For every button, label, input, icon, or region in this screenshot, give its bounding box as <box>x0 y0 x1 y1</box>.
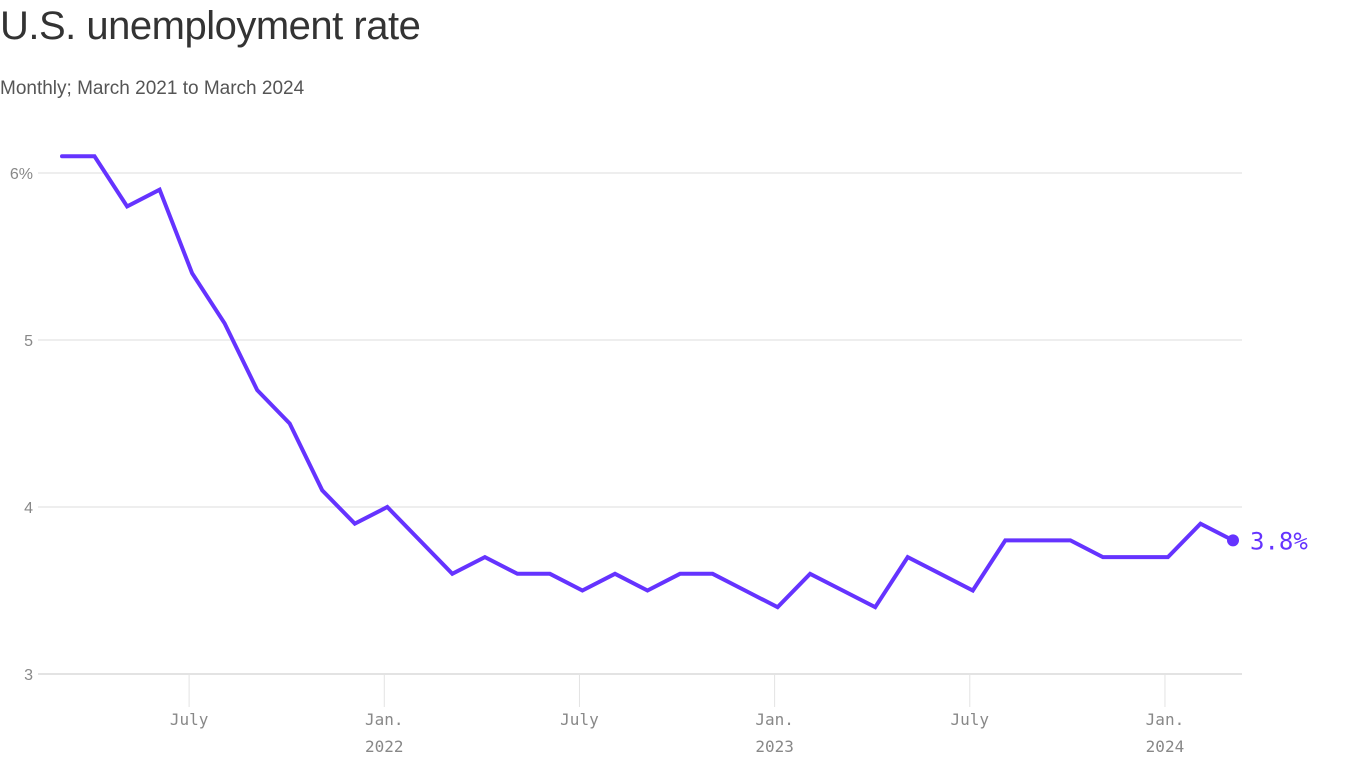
x-axis: July Jan. 2022 July Jan. 2023 July Jan. 2024 <box>170 675 1184 756</box>
x-tick-label: Jan. <box>365 710 404 729</box>
y-tick-label: 3 <box>24 667 33 684</box>
x-tick-label: July <box>170 710 209 729</box>
y-tick-label: 5 <box>24 333 33 350</box>
x-tick-label: Jan. <box>1146 710 1185 729</box>
unemployment-line <box>60 154 1235 610</box>
x-year-label: 2024 <box>1146 737 1185 756</box>
x-tick-label: Jan. <box>755 710 794 729</box>
y-axis: 6% 5 4 3 <box>10 166 33 684</box>
y-tick-label: 4 <box>24 500 33 517</box>
x-year-label: 2022 <box>365 737 404 756</box>
chart-subtitle: Monthly; March 2021 to March 2024 <box>0 78 305 99</box>
end-point-marker <box>1227 534 1239 547</box>
x-tick-label: July <box>951 710 990 729</box>
x-tick-label: July <box>560 710 599 729</box>
x-year-label: 2023 <box>755 737 794 756</box>
gridlines <box>38 172 1242 675</box>
chart-title: U.S. unemployment rate <box>0 4 421 48</box>
y-tick-label: 6% <box>10 166 33 183</box>
end-value-label: 3.8% <box>1250 527 1308 555</box>
